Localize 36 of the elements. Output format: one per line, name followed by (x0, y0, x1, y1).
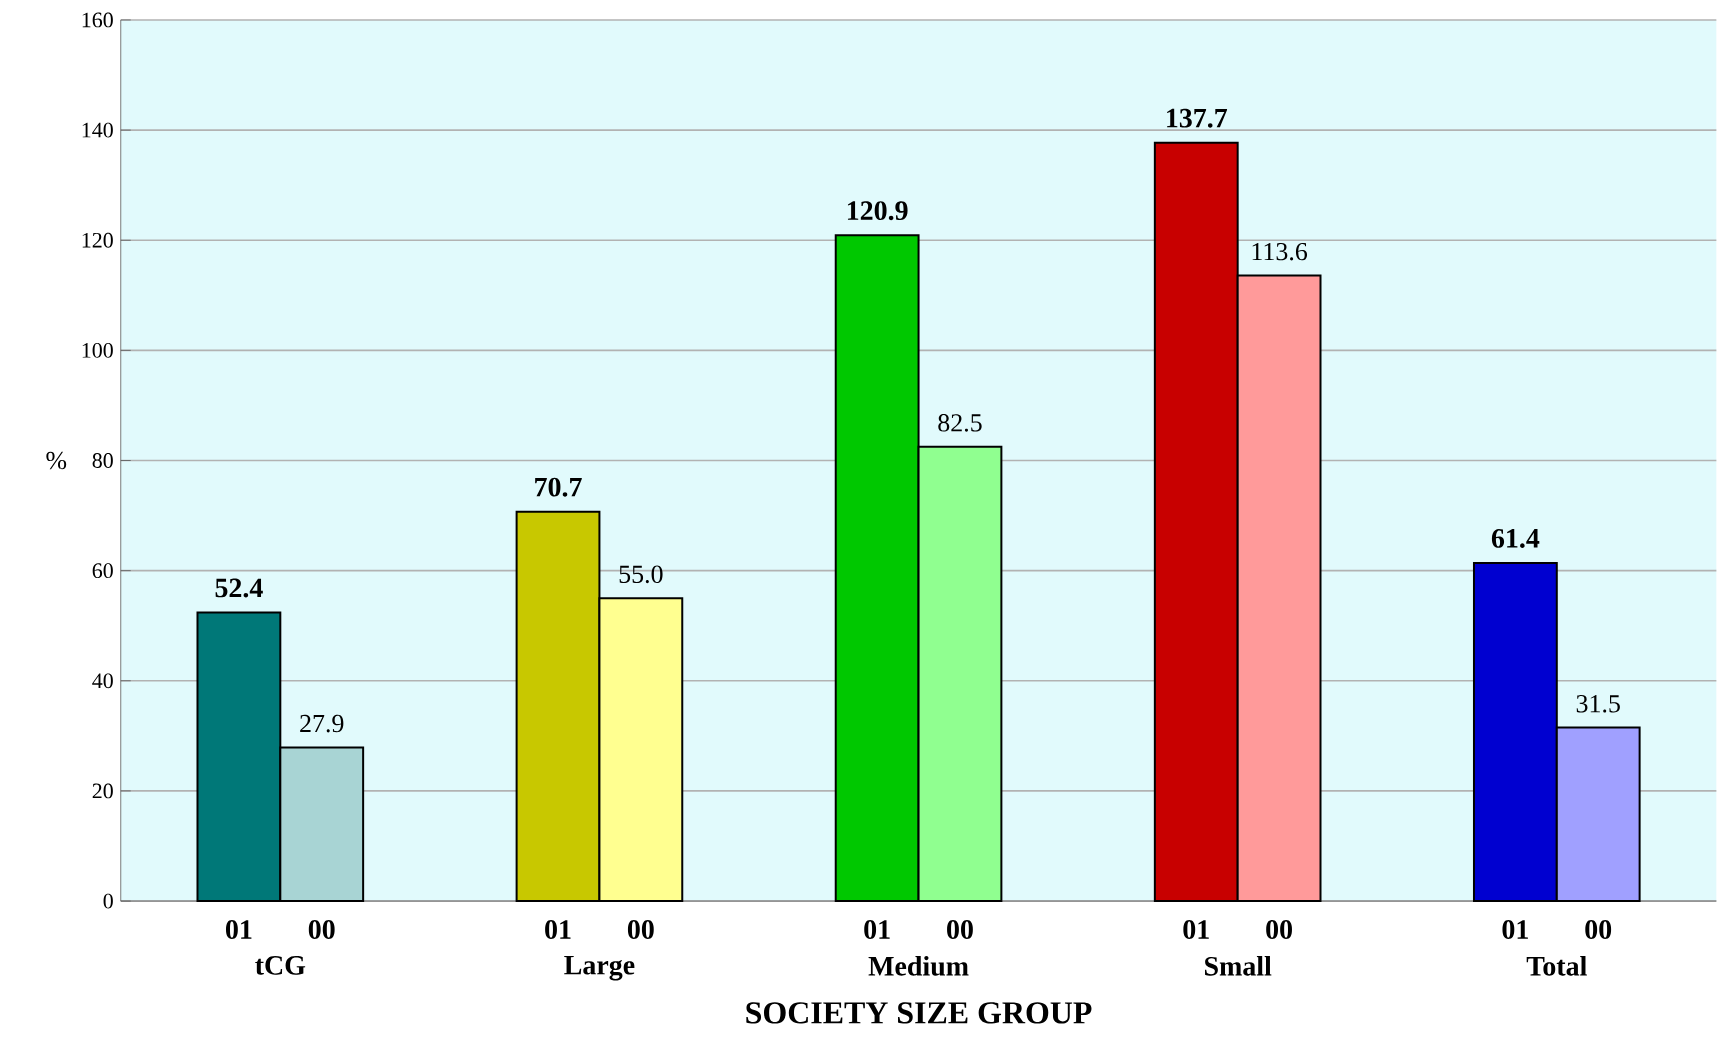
y-tick-label: 40 (92, 673, 113, 689)
x-tick-label: Total (1526, 956, 1587, 976)
text: 01 (1502, 920, 1528, 940)
x-tick-label: Small (1205, 956, 1272, 976)
data-label: 70.7 (535, 477, 582, 497)
data-label: 55.0 (619, 565, 663, 584)
x-axis-title: SOCIETY SIZE GROUP (746, 1002, 1092, 1024)
text: 00 (1266, 920, 1292, 940)
text: 01 (1183, 920, 1209, 940)
y-tick-label: 80 (92, 453, 113, 469)
data-label: 52.4 (215, 578, 263, 598)
series-label: 01 (226, 920, 252, 940)
data-label: 61.4 (1491, 529, 1540, 549)
y-tick-label: 0 (103, 893, 113, 909)
y-axis-title: % (46, 451, 67, 470)
y-tick-label: 60 (92, 563, 113, 579)
y-tick-label: 140 (82, 122, 113, 138)
text: 00 (947, 920, 973, 940)
text: 00 (627, 920, 654, 940)
text: 01 (545, 920, 571, 940)
y-tick-label: 160 (82, 12, 113, 28)
data-label: 31.5 (1576, 695, 1620, 713)
data-label: 113.6 (1252, 243, 1308, 261)
data-label: 137.7 (1167, 108, 1228, 128)
text: 00 (1585, 920, 1612, 940)
y-tick-label: 20 (92, 783, 113, 799)
x-tick-label: tCG (255, 956, 306, 975)
y-tick-label: 120 (82, 232, 113, 248)
data-label: 27.9 (300, 714, 344, 733)
data-label: 82.5 (938, 414, 982, 432)
data-label: 120.9 (847, 201, 908, 221)
text: 01 (864, 920, 890, 940)
x-tick-label: Large (564, 956, 635, 981)
series-label: 00 (308, 920, 335, 940)
x-tick-label: Medium (868, 956, 969, 976)
y-tick-label: 100 (82, 343, 113, 358)
